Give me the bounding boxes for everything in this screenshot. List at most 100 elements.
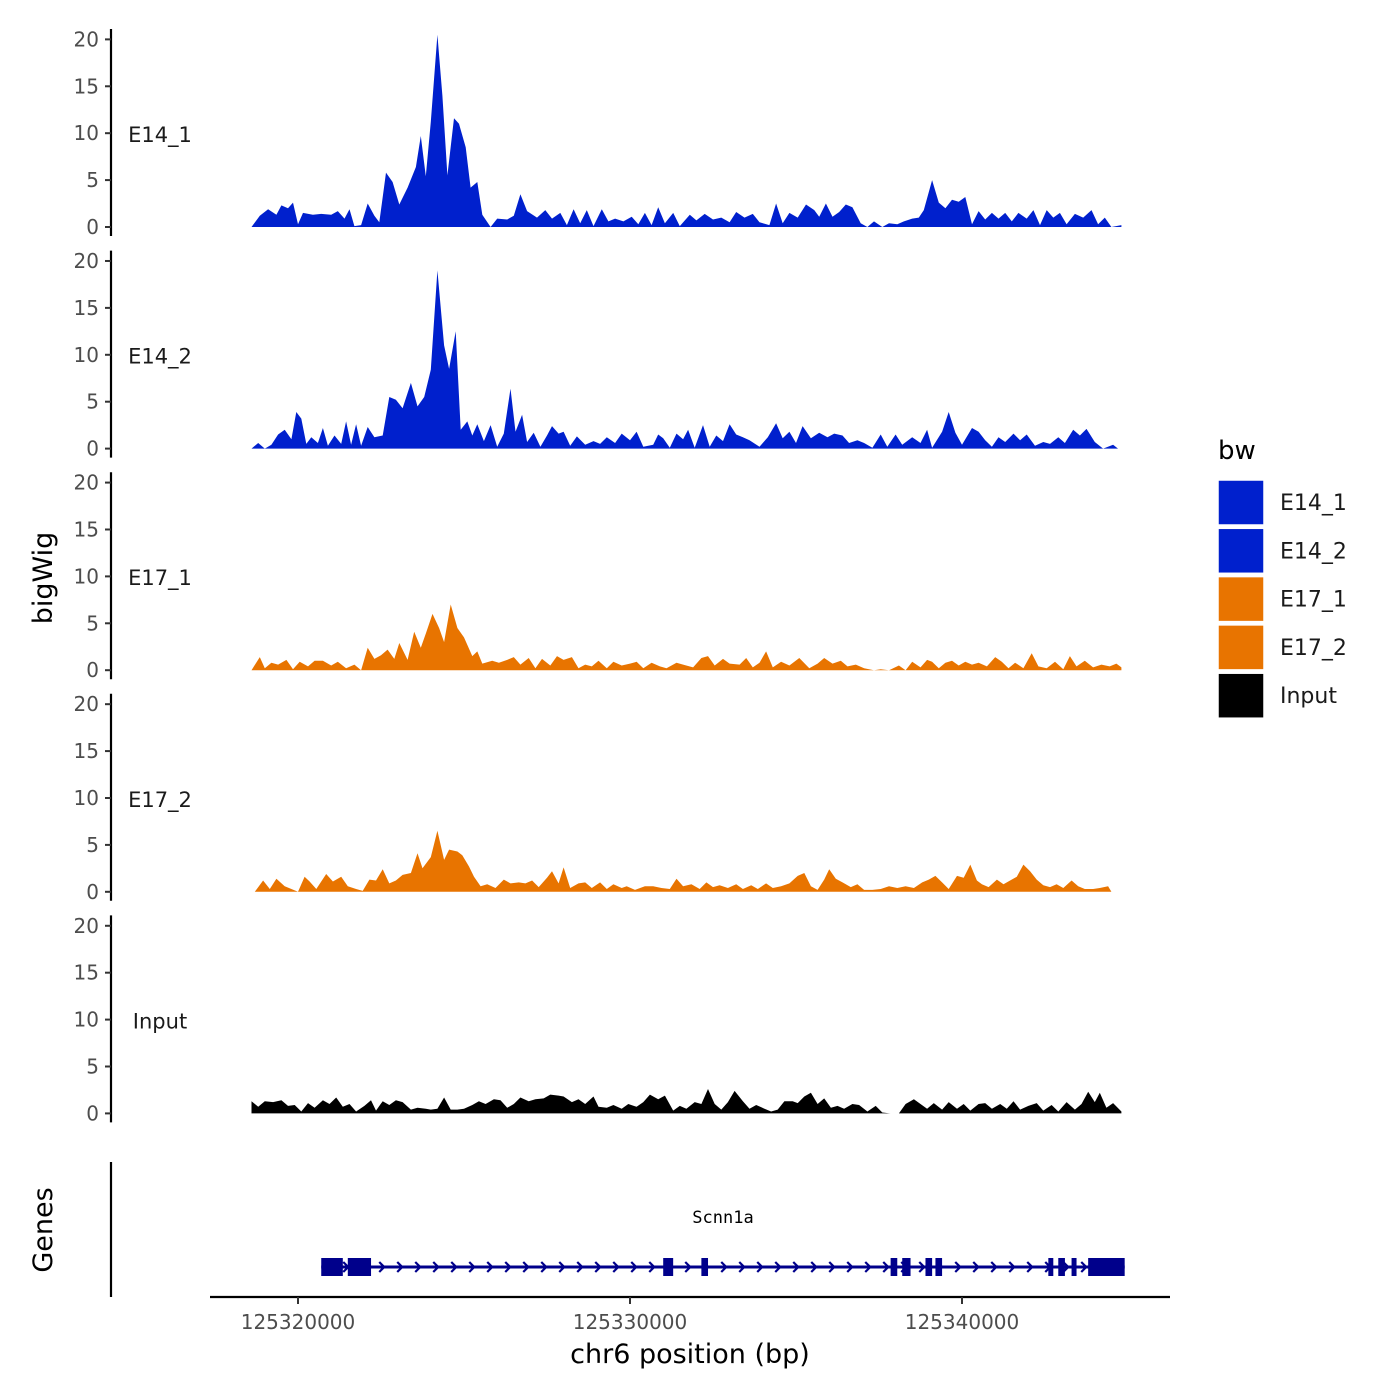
y-tick-label: 5 [86,390,99,414]
y-tick-label: 10 [74,786,99,810]
legend-key-input [1217,672,1265,719]
genes-panel-title: Genes [28,1187,59,1272]
strand-arrow [468,1261,476,1273]
strand-arrow [720,1261,728,1273]
y-tick-label: 20 [74,249,99,273]
strand-arrow [756,1261,764,1273]
y-tick-label: 20 [74,27,99,51]
strand-arrow [954,1261,962,1273]
strand-arrow [918,1261,926,1273]
x-tick-label: 125320000 [241,1310,356,1334]
signal-area-e17_1 [251,604,1122,671]
gene-exon [1058,1258,1065,1276]
gene-exon [701,1258,709,1276]
strand-arrow [846,1261,854,1273]
strand-arrow [378,1261,386,1273]
y-tick-label: 0 [86,437,99,461]
y-axis-title: bigWig [28,532,59,625]
track-panel-e17_1: 0 5 10 15 20 E17_1 [74,471,1122,682]
legend-key-e14_2 [1217,527,1265,575]
strand-arrow [612,1261,620,1273]
y-tick-label: 5 [86,611,99,635]
track-label-e14_1: E14_1 [128,123,192,148]
gene-model [321,1258,1125,1276]
track-label-e14_2: E14_2 [128,345,192,370]
x-tick-label: 125340000 [905,1310,1020,1334]
signal-area-e14_1 [251,34,1122,228]
track-panel-input: 0 5 10 15 20 Input [74,914,1122,1125]
y-tick-label: 0 [86,1101,99,1125]
legend-title: bw [1218,436,1256,466]
strand-arrow [594,1261,602,1273]
track-panel-e14_2: 0 5 10 15 20 E14_2 [74,249,1118,461]
track-label-e17_1: E17_1 [128,566,192,591]
strand-arrow [972,1261,980,1273]
y-tick-label: 0 [86,880,99,904]
strand-arrow [432,1261,440,1273]
signal-tracks: 05101520E14_105101520E14_205101520E17_10… [74,27,1122,1125]
track-panel-e14_1: 0 5 10 15 20 E14_1 [74,27,1122,239]
strand-arrow [882,1261,890,1273]
y-tick-label: 0 [86,658,99,682]
strand-arrow [504,1261,512,1273]
track-label-e17_2: E17_2 [128,788,192,813]
y-tick-label: 20 [74,914,99,938]
y-tick-label: 5 [86,833,99,857]
strand-arrow [828,1261,836,1273]
y-tick-label: 5 [86,1054,99,1078]
gene-exon [890,1258,898,1276]
gene-exon [663,1258,674,1276]
y-tick-label: 10 [74,343,99,367]
legend-key-e14_1 [1217,479,1265,526]
x-axis-ticks: 125320000 125330000 125340000 [241,1297,1020,1334]
strand-arrow [864,1261,872,1273]
strand-arrow [1008,1261,1016,1273]
strand-arrow [558,1261,566,1273]
legend: bw E14_1 E14_2 E17_1 E17_2 Input [1217,436,1347,719]
y-tick-label: 15 [74,296,99,320]
strand-arrow [396,1261,404,1273]
legend-key-e17_1 [1217,575,1265,623]
strand-arrow [540,1261,548,1273]
y-tick-label: 5 [86,168,99,192]
strand-arrow [738,1261,746,1273]
strand-arrow [774,1261,782,1273]
gene-exon [1071,1258,1077,1276]
x-axis-title: chr6 position (bp) [570,1339,810,1370]
gene-exon [321,1258,343,1276]
legend-label-e17_1: E17_1 [1280,588,1347,613]
gene-exon [347,1258,372,1276]
strand-arrow [792,1261,800,1273]
strand-arrow [522,1261,530,1273]
strand-arrow [414,1261,422,1273]
strand-arrow [990,1261,998,1273]
track-label-input: Input [133,1009,187,1033]
y-tick-label: 15 [74,739,99,763]
strand-arrow [684,1261,692,1273]
gene-name-label: Scnn1a [692,1208,753,1228]
strand-arrow [630,1261,638,1273]
legend-label-e14_2: E14_2 [1280,539,1347,564]
legend-label-e14_1: E14_1 [1280,491,1347,516]
y-tick-label: 10 [74,564,99,588]
signal-area-e17_2 [254,830,1112,892]
strand-arrow [648,1261,656,1273]
gene-exon [1088,1258,1125,1276]
strand-arrow [1026,1261,1034,1273]
track-panel-e17_2: 0 5 10 15 20 E17_2 [74,692,1112,904]
strand-arrow [576,1261,584,1273]
y-tick-label: 10 [74,1008,99,1032]
x-tick-label: 125330000 [573,1310,688,1334]
gene-exon [902,1258,911,1276]
gene-exon [1048,1258,1054,1276]
y-tick-label: 10 [74,121,99,145]
y-tick-label: 15 [74,961,99,985]
y-tick-label: 20 [74,692,99,716]
y-tick-label: 15 [74,517,99,541]
y-tick-label: 20 [74,471,99,495]
legend-label-input: Input [1280,684,1337,709]
legend-key-e17_2 [1217,624,1265,671]
strand-arrow [1080,1261,1088,1273]
